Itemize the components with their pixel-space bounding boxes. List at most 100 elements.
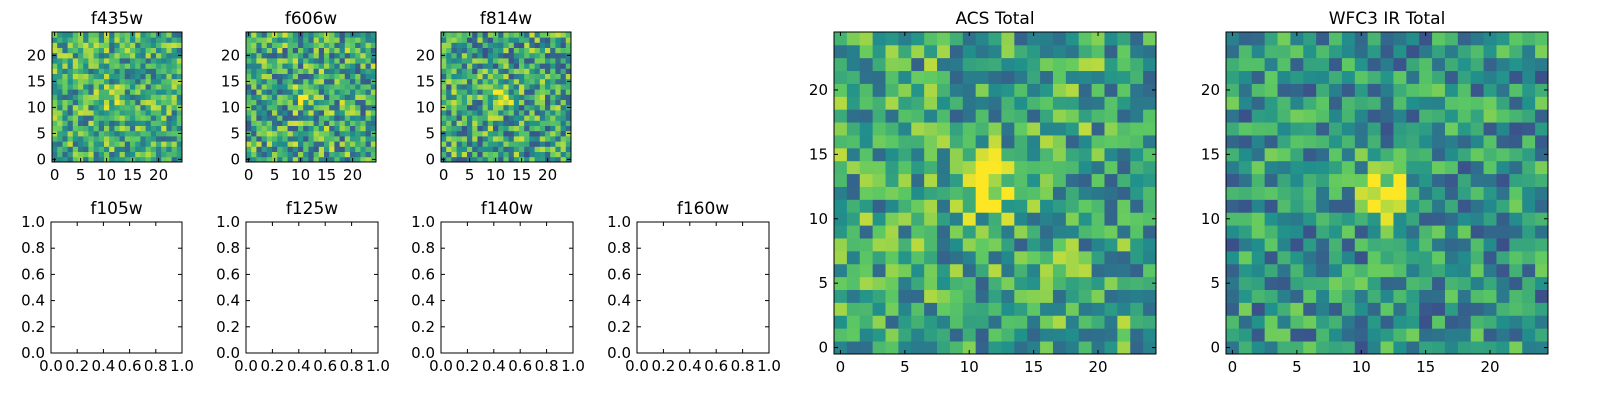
heatmap-cell <box>508 120 515 126</box>
heatmap-cell <box>93 151 100 158</box>
heatmap-cell <box>52 63 58 69</box>
panel-f160w: 0.0 0.2 0.4 0.6 0.8 1.00.00.20.40.60.81.0f160… <box>607 199 781 375</box>
heatmap-cell <box>472 58 478 64</box>
heatmap-cell <box>467 89 473 95</box>
heatmap-cell <box>261 84 268 90</box>
heatmap-cell <box>287 84 294 90</box>
heatmap-cell <box>339 115 346 121</box>
heatmap-cell <box>1040 263 1054 278</box>
heatmap-cell <box>467 68 473 74</box>
heatmap-cell <box>508 136 515 142</box>
heatmap-cell <box>482 146 489 152</box>
heatmap-cell <box>72 130 79 137</box>
heatmap-cell <box>1393 44 1407 59</box>
heatmap-cell <box>261 136 268 142</box>
heatmap-cell <box>119 130 126 137</box>
heatmap-cell <box>104 52 110 59</box>
heatmap-cell <box>251 89 257 95</box>
heatmap-cell <box>846 225 861 239</box>
heatmap-cell <box>52 115 58 121</box>
heatmap-cell <box>885 225 899 239</box>
heatmap-cell <box>1251 212 1266 226</box>
panel-f105w: 0.0 0.2 0.4 0.6 0.8 1.00.00.20.40.60.81.0f105… <box>21 199 194 375</box>
heatmap-cell <box>246 125 252 132</box>
heatmap-cell <box>1354 263 1369 278</box>
heatmap-cell <box>256 151 262 158</box>
heatmap-cell <box>261 156 268 163</box>
heatmap-cell <box>298 94 304 100</box>
heatmap-cell <box>534 130 541 137</box>
heatmap-cell <box>1522 199 1536 213</box>
heatmap-cell <box>251 115 257 121</box>
heatmap-cell <box>261 52 268 59</box>
heatmap-cell <box>1367 122 1381 136</box>
heatmap-cell <box>287 156 294 163</box>
heatmap-cell <box>130 130 136 137</box>
heatmap-cell <box>493 104 499 111</box>
heatmap-cell <box>130 73 136 80</box>
heatmap-cell <box>1303 83 1317 97</box>
heatmap-cell <box>334 63 340 69</box>
heatmap-cell <box>1290 302 1304 316</box>
heatmap-cell <box>911 122 925 136</box>
heatmap-cell <box>156 78 162 85</box>
heatmap-cell <box>1470 173 1484 187</box>
heatmap-cell <box>1290 341 1304 355</box>
heatmap-cell <box>130 84 136 90</box>
heatmap-cell <box>988 212 1002 226</box>
heatmap-cell <box>166 156 172 163</box>
heatmap-cell <box>885 250 899 265</box>
heatmap-cell <box>114 52 120 59</box>
heatmap-cell <box>1290 199 1304 213</box>
heatmap-cell <box>124 52 131 59</box>
heatmap-cell <box>334 125 340 132</box>
heatmap-cell <box>350 63 356 69</box>
heatmap-cell <box>446 47 452 54</box>
heatmap-cell <box>555 151 561 158</box>
heatmap-cell <box>911 160 925 175</box>
heatmap-cell <box>446 78 452 85</box>
heatmap-cell <box>292 99 299 106</box>
heatmap-cell <box>370 115 377 121</box>
heatmap-cell <box>872 44 886 59</box>
heatmap-cell <box>135 104 141 111</box>
heatmap-cell <box>1509 173 1523 187</box>
heatmap-cell <box>93 37 100 43</box>
heatmap-cell <box>872 173 886 187</box>
heatmap-cell <box>355 94 361 100</box>
heatmap-cell <box>1052 147 1067 162</box>
heatmap-cell <box>477 32 483 38</box>
heatmap-cell <box>1483 44 1497 59</box>
heatmap-cell <box>1264 109 1278 123</box>
heatmap-cell <box>446 136 452 142</box>
heatmap-cell <box>67 130 74 137</box>
heatmap-cell <box>1226 32 1240 46</box>
heatmap-cell <box>1052 199 1067 213</box>
heatmap-cell <box>277 63 283 69</box>
heatmap-cell <box>550 63 556 69</box>
heatmap-cell <box>62 47 68 54</box>
heatmap-cell <box>451 68 457 74</box>
heatmap-cell <box>355 68 361 74</box>
heatmap-cell <box>1354 186 1369 200</box>
heatmap-cell <box>487 32 494 38</box>
heatmap-cell <box>859 109 874 123</box>
heatmap-cell <box>859 328 874 342</box>
heatmap-cell <box>130 120 136 126</box>
heatmap-cell <box>298 47 304 54</box>
heatmap-cell <box>898 225 912 239</box>
heatmap-cell <box>1251 57 1266 72</box>
heatmap-cell <box>130 115 136 121</box>
heatmap-cell <box>539 52 546 59</box>
heatmap-cell <box>1341 341 1356 355</box>
heatmap-cell <box>360 63 366 69</box>
heatmap-cell <box>529 84 535 90</box>
heatmap-cell <box>534 32 541 38</box>
heatmap-cell <box>1065 70 1080 84</box>
heatmap-cell <box>1535 263 1549 278</box>
heatmap-cell <box>78 99 84 106</box>
heatmap-cell <box>98 78 105 85</box>
heatmap-cell <box>539 42 546 48</box>
heatmap-cell <box>93 141 100 147</box>
heatmap-cell <box>1104 212 1118 226</box>
